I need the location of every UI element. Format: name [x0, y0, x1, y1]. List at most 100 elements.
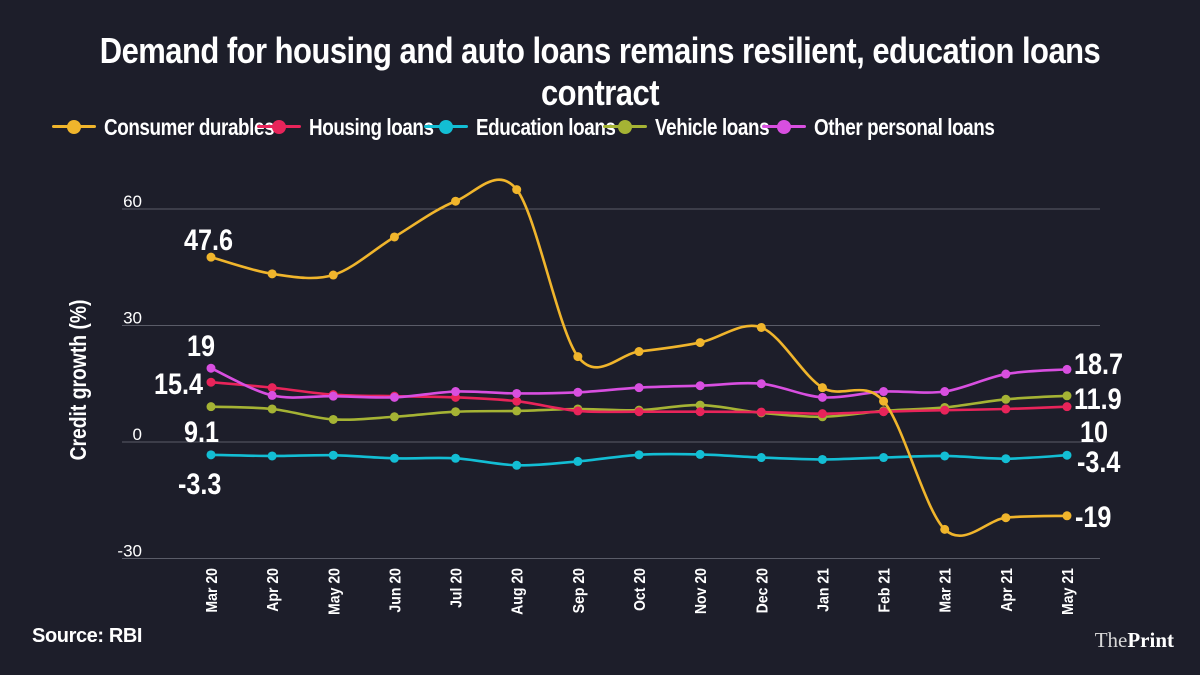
data-point-vehicle-loans: [512, 406, 522, 416]
data-point-other-personal-loans: [817, 392, 827, 402]
x-tick-label: Mar 20: [203, 568, 221, 613]
data-point-education-loans: [206, 450, 216, 460]
data-point-education-loans: [756, 453, 766, 463]
chart-legend: Consumer durables Housing loans Educatio…: [52, 110, 1182, 144]
data-point-other-personal-loans: [328, 391, 338, 401]
data-point-education-loans: [328, 450, 338, 460]
data-point-other-personal-loans: [1062, 364, 1072, 374]
data-point-vehicle-loans: [206, 402, 216, 412]
data-point-consumer-durables: [267, 269, 277, 279]
legend-swatch-consumer-durables: [52, 120, 96, 134]
data-point-education-loans: [940, 451, 950, 461]
data-point-housing-loans: [817, 409, 827, 419]
data-point-consumer-durables: [389, 232, 399, 242]
data-point-other-personal-loans: [756, 379, 766, 389]
data-point-other-personal-loans: [267, 390, 277, 400]
data-point-vehicle-loans: [328, 414, 338, 424]
data-point-housing-loans: [940, 405, 950, 415]
data-point-housing-loans: [267, 383, 277, 393]
data-point-consumer-durables: [1062, 511, 1072, 521]
data-point-education-loans: [573, 456, 583, 466]
data-point-vehicle-loans: [1062, 391, 1072, 401]
y-tick-label: -30: [117, 542, 142, 561]
data-point-vehicle-loans: [1001, 394, 1011, 404]
x-tick-label: Dec 20: [753, 568, 771, 613]
data-point-other-personal-loans: [940, 387, 950, 397]
data-point-housing-loans: [879, 407, 889, 417]
data-point-vehicle-loans: [695, 400, 705, 410]
data-point-education-loans: [879, 453, 889, 463]
x-tick-label: Sep 20: [570, 568, 588, 613]
start-label-vehicle-loans: 9.1: [184, 415, 219, 449]
y-tick-label: 0: [133, 425, 142, 444]
x-tick-label: Nov 20: [692, 568, 710, 614]
data-point-other-personal-loans: [634, 383, 644, 393]
data-point-vehicle-loans: [451, 407, 461, 417]
data-point-consumer-durables: [695, 338, 705, 348]
start-label-housing-loans: 15.4: [154, 367, 204, 401]
data-point-consumer-durables: [573, 352, 583, 362]
data-point-consumer-durables: [512, 185, 522, 195]
start-label-consumer-durables: 47.6: [184, 223, 233, 257]
data-point-consumer-durables: [940, 524, 950, 534]
data-point-housing-loans: [573, 406, 583, 416]
x-tick-label: Mar 21: [937, 568, 955, 613]
end-label-consumer-durables: -19: [1075, 500, 1111, 534]
data-point-other-personal-loans: [512, 388, 522, 398]
data-point-consumer-durables: [817, 383, 827, 393]
data-point-housing-loans: [206, 377, 216, 387]
x-tick-label: Jan 21: [815, 568, 833, 612]
data-point-other-personal-loans: [451, 387, 461, 397]
data-point-consumer-durables: [206, 252, 216, 262]
data-point-education-loans: [817, 454, 827, 464]
legend-swatch-education-loans: [423, 120, 468, 134]
brand-name: Print: [1127, 628, 1174, 652]
data-point-housing-loans: [512, 396, 522, 406]
data-point-consumer-durables: [879, 396, 889, 406]
data-point-education-loans: [1001, 454, 1011, 464]
series-line-other-personal-loans: [210, 367, 1068, 399]
chart-title: Demand for housing and auto loans remain…: [99, 30, 1101, 113]
data-point-housing-loans: [1001, 404, 1011, 414]
start-label-other-personal-loans: 19: [187, 329, 215, 363]
data-point-housing-loans: [756, 407, 766, 417]
data-point-other-personal-loans: [879, 387, 889, 397]
data-point-other-personal-loans: [1001, 369, 1011, 379]
x-tick-label: Jun 20: [387, 568, 405, 613]
x-tick-label: Feb 21: [876, 568, 894, 613]
data-point-other-personal-loans: [389, 392, 399, 402]
data-point-education-loans: [267, 451, 277, 461]
start-label-education-loans: -3.3: [178, 467, 221, 501]
data-point-other-personal-loans: [695, 381, 705, 391]
data-point-education-loans: [634, 450, 644, 460]
legend-swatch-other-personal-loans: [761, 120, 806, 134]
brand-logo: ThePrint: [1095, 628, 1174, 653]
data-point-housing-loans: [695, 407, 705, 417]
data-point-vehicle-loans: [389, 412, 399, 422]
data-point-housing-loans: [1062, 402, 1072, 412]
data-point-consumer-durables: [1001, 513, 1011, 523]
data-point-education-loans: [1062, 450, 1072, 460]
end-label-vehicle-loans: 11.9: [1074, 382, 1122, 416]
x-tick-label: Jul 20: [448, 568, 466, 608]
y-tick-label: 60: [123, 192, 142, 211]
data-point-education-loans: [512, 460, 522, 470]
data-point-housing-loans: [634, 407, 644, 417]
x-tick-label: Aug 20: [509, 568, 527, 615]
end-label-education-loans: -3.4: [1077, 445, 1121, 479]
brand-prefix: The: [1094, 628, 1128, 652]
x-tick-label: May 21: [1059, 568, 1077, 615]
data-point-consumer-durables: [451, 196, 461, 206]
data-point-other-personal-loans: [206, 363, 216, 373]
legend-swatch-housing-loans: [256, 120, 301, 134]
series-line-consumer-durables: [210, 178, 1068, 537]
x-tick-label: Oct 20: [631, 568, 649, 611]
legend-swatch-vehicle-loans: [602, 120, 647, 134]
data-point-education-loans: [451, 453, 461, 463]
y-tick-label: 30: [123, 309, 142, 328]
data-point-education-loans: [695, 449, 705, 459]
data-point-other-personal-loans: [573, 387, 583, 397]
data-point-consumer-durables: [634, 347, 644, 357]
data-point-education-loans: [389, 453, 399, 463]
